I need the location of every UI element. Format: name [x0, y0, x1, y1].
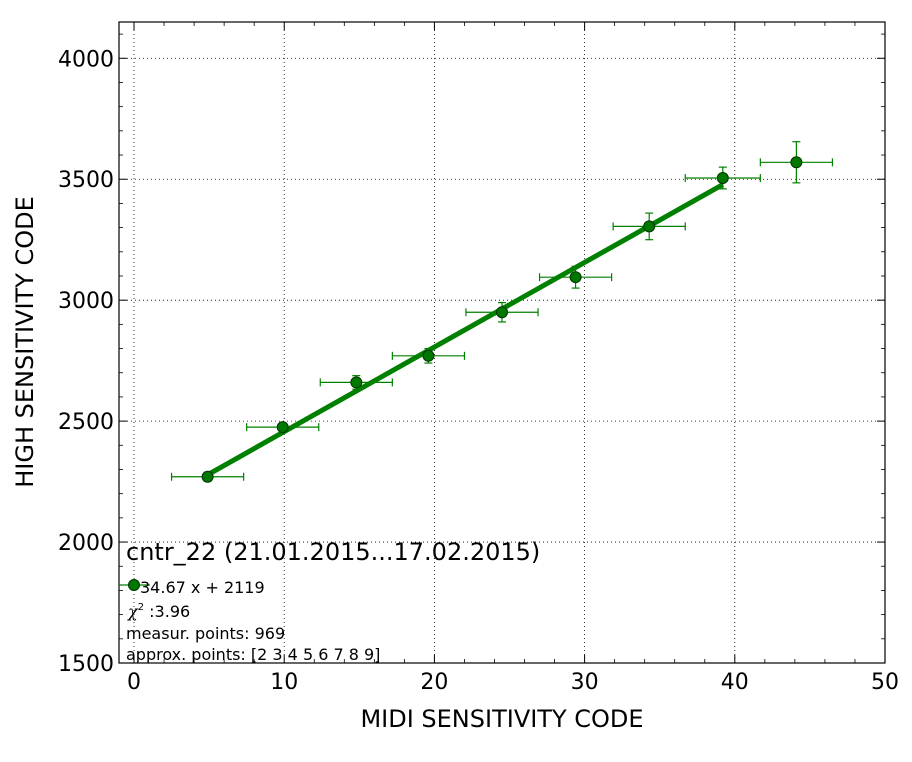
- legend-marker: [128, 579, 140, 591]
- data-point-group: [759, 141, 834, 184]
- data-point: [276, 421, 289, 434]
- x-tick-label: 40: [721, 670, 749, 695]
- data-point: [569, 271, 582, 284]
- data-point-group: [246, 421, 320, 434]
- y-tick-label: 4000: [58, 47, 114, 72]
- grid: [119, 22, 885, 663]
- legend-equation: 34.67 x + 2119: [140, 578, 265, 597]
- data-point: [422, 349, 435, 362]
- x-axis: 0 10 20 30 40 50: [127, 22, 899, 695]
- data-point-group: [612, 212, 686, 241]
- chi-symbol: χ: [127, 602, 139, 621]
- chi-exponent: 2: [138, 602, 144, 613]
- y-tick-label: 1500: [58, 652, 114, 677]
- x-tick-label: 30: [571, 670, 599, 695]
- legend-measur-points: measur. points: 969: [126, 624, 285, 643]
- data-point: [201, 470, 214, 483]
- legend-chi-square: χ2 :3.96: [127, 602, 190, 621]
- y-tick-label: 3500: [58, 168, 114, 193]
- data-point-group: [538, 265, 613, 289]
- data-point-group: [684, 166, 761, 190]
- legend: 34.67 x + 2119 χ2 :3.96 measur. points: …: [119, 578, 380, 664]
- minor-ticks: [119, 22, 885, 663]
- data-point: [496, 306, 508, 319]
- y-tick-label: 2500: [58, 410, 114, 435]
- data-point-group: [170, 470, 245, 483]
- legend-approx-points: approx. points: [2 3 4 5 6 7 8 9]: [126, 645, 380, 664]
- x-tick-label: 10: [270, 670, 298, 695]
- y-tick-label: 3000: [58, 289, 114, 314]
- x-tick-label: 20: [420, 670, 448, 695]
- data-point: [790, 156, 803, 169]
- y-tick-label: 2000: [58, 531, 114, 556]
- data-point: [643, 220, 656, 233]
- data-points: [170, 141, 834, 483]
- data-point-group: [391, 347, 466, 364]
- x-axis-label: MIDI SENSITIVITY CODE: [360, 705, 643, 733]
- chart-title: cntr_22 (21.01.2015...17.02.2015): [126, 538, 540, 566]
- y-axis: 1500 2000 2500 3000 3500 4000: [58, 47, 885, 677]
- data-point-group: [465, 301, 539, 323]
- chi-value: :3.96: [144, 602, 190, 621]
- fit-line: [206, 182, 725, 477]
- data-point: [716, 172, 729, 185]
- y-axis-label: HIGH SENSITIVITY CODE: [11, 196, 39, 488]
- x-tick-label: 0: [127, 670, 141, 695]
- plot-area: [119, 22, 885, 663]
- plot-frame: [118, 21, 886, 664]
- x-tick-label: 50: [871, 670, 899, 695]
- data-point-group: [319, 375, 393, 390]
- data-point: [350, 376, 363, 389]
